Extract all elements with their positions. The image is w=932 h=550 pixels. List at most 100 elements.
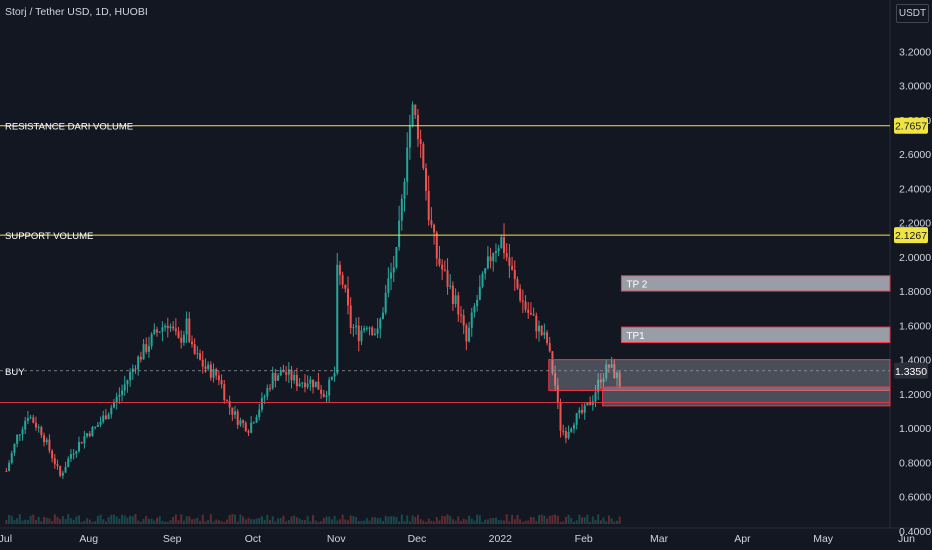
currency-button[interactable]: USDT [896,4,929,23]
candle-body [602,378,605,383]
candle-body [258,409,261,418]
candle-body [529,312,532,315]
volume-bar [446,514,449,524]
candle-body [255,417,258,423]
volume-bar [129,515,132,524]
candle-body [99,421,102,425]
candle-body [161,327,164,332]
volume-bar [260,516,263,524]
candle-body [260,397,263,410]
volume-bar [371,517,374,524]
volume-bar [387,516,390,524]
volume-bar [177,520,180,524]
candle-body [392,267,395,273]
volume-bar [29,515,32,524]
candle-body [306,383,309,388]
candle-body [53,458,56,465]
candle-body [381,312,384,319]
target-zone [620,326,891,343]
volume-bar [10,515,13,524]
x-tick-label: Aug [79,533,98,545]
volume-bar [607,515,610,524]
candle-body [441,264,444,270]
volume-bar [126,517,129,524]
volume-bar [336,520,339,524]
volume-bar [266,515,269,524]
volume-bar [80,521,83,524]
volume-bar [271,516,274,524]
volume-bar [190,519,193,524]
candle-body [494,250,497,253]
volume-bar [513,519,516,524]
candle-body [145,344,148,352]
y-tick-label: 1.2000 [899,389,931,401]
candle-body [371,327,374,335]
volume-bar [306,516,309,524]
volume-bar [274,521,277,524]
candle-body [180,337,183,343]
candle-body [581,409,584,413]
volume-bar [242,516,245,524]
volume-bar [169,520,172,524]
candle-body [48,439,51,451]
candle-body [387,278,390,293]
candle-body [497,248,500,251]
volume-bar [45,518,48,524]
volume-bar [72,519,75,524]
candle-body [295,374,298,387]
volume-bar [236,521,239,524]
candle-body [567,431,570,439]
volume-bar [411,515,414,524]
candle-body [355,325,358,328]
chart-title: Storj / Tether USD, 1D, HUOBI [5,6,148,18]
candle-body [572,424,575,429]
candle-body [212,369,215,378]
candle-body [505,253,508,258]
candle-body [244,422,247,432]
candle-body [188,318,191,342]
y-tick-label: 1.8000 [899,286,931,298]
volume-bar [489,518,492,524]
volume-bar [422,520,425,524]
candle-body [80,442,83,444]
volume-bar [282,515,285,524]
volume-bar [269,520,271,524]
candle-body [61,472,64,476]
volume-bar [223,521,226,524]
candle-body [29,417,32,419]
volume-bar [438,520,441,524]
volume-bar [548,515,551,524]
candle-body [430,220,433,225]
volume-bar [48,518,51,524]
zone-label: TP1 [626,331,645,342]
candle-body [519,288,522,301]
candle-body [459,314,462,316]
volume-bar [110,514,113,524]
volume-bar [61,516,64,524]
candle-body [538,325,540,332]
candle-body [274,373,277,381]
candle-body [182,334,185,343]
volume-bar [441,515,444,524]
volume-bar [309,521,312,524]
candle-body [454,295,457,305]
candle-body [500,237,503,249]
candle-body [368,327,371,329]
volume-bar [400,514,403,524]
candle-body [516,279,519,289]
candle-body [376,328,379,334]
y-tick-label: 2.0000 [899,252,931,264]
candle-body [129,371,132,381]
candle-body [290,369,293,381]
volume-bar [37,516,40,524]
volume-bar [468,515,471,524]
y-tick-label: 0.8000 [899,457,931,469]
volume-bar [24,519,27,524]
candle-body [597,379,600,393]
candle-body [18,434,21,436]
volume-bar [290,516,293,524]
candle-body [236,411,239,425]
volume-bar [613,521,616,524]
